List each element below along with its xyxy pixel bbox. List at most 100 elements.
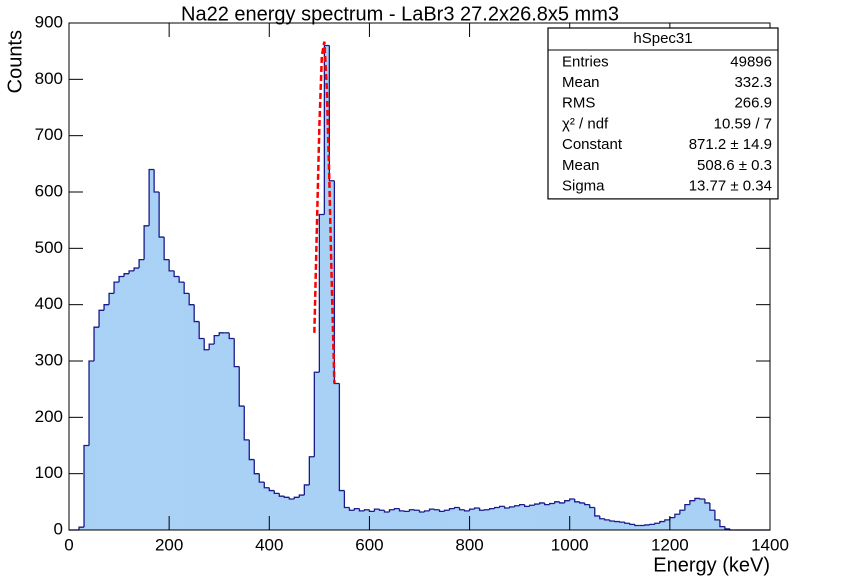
histogram-bar bbox=[359, 510, 365, 530]
histogram-bar-edge bbox=[634, 524, 640, 527]
histogram-bar bbox=[184, 293, 190, 530]
histogram-bar-edge bbox=[554, 501, 560, 504]
histogram-bar-edge bbox=[724, 526, 730, 530]
histogram-bar-edge bbox=[564, 500, 570, 503]
histogram-bar-edge bbox=[353, 507, 360, 511]
histogram-bar bbox=[334, 383, 340, 530]
histogram-bar bbox=[474, 508, 480, 530]
stats-value: 508.6 ± 0.3 bbox=[697, 157, 772, 174]
histogram-bar-edge bbox=[483, 509, 490, 511]
histogram-bar-edge bbox=[313, 371, 320, 457]
histogram-bar bbox=[499, 506, 505, 530]
histogram-bar bbox=[699, 499, 706, 530]
histogram-bar bbox=[409, 509, 415, 530]
histogram-bar bbox=[344, 507, 350, 530]
histogram-bar bbox=[294, 497, 300, 530]
histogram-bar-edge bbox=[183, 282, 190, 295]
histogram-bar-edge bbox=[463, 509, 470, 512]
histogram-bar-edge bbox=[428, 508, 435, 511]
histogram-bar-edge bbox=[293, 496, 300, 500]
histogram-bar bbox=[594, 515, 601, 530]
histogram-bar-edge bbox=[659, 520, 665, 524]
histogram-bar-edge bbox=[559, 501, 565, 504]
histogram-bar-edge bbox=[549, 502, 555, 505]
histogram-bar bbox=[614, 521, 621, 530]
histogram-bar-edge bbox=[173, 270, 180, 278]
histogram-bar-edge bbox=[458, 507, 465, 511]
histogram-bar bbox=[654, 523, 661, 530]
histogram-bar-edge bbox=[704, 499, 710, 504]
histogram-bar bbox=[189, 304, 195, 530]
histogram-bar bbox=[559, 502, 566, 530]
histogram-bar bbox=[439, 511, 445, 530]
histogram-bar-edge bbox=[368, 509, 375, 513]
histogram-bar bbox=[139, 259, 145, 530]
histogram-bar-edge bbox=[283, 496, 290, 498]
histogram-bar bbox=[454, 507, 460, 530]
histogram-bar-edge bbox=[193, 304, 200, 323]
histogram-bar bbox=[514, 505, 520, 530]
histogram-bar bbox=[599, 518, 606, 530]
stats-label: Mean bbox=[562, 74, 600, 91]
histogram-bar-edge bbox=[373, 508, 380, 512]
histogram-bar-edge bbox=[619, 521, 625, 523]
histogram-bar-edge bbox=[148, 168, 155, 226]
histogram-bar-edge bbox=[163, 237, 170, 261]
histogram-bar bbox=[504, 508, 510, 530]
histogram-bar bbox=[434, 509, 440, 530]
histogram-bar-edge bbox=[118, 275, 125, 283]
histogram-bar bbox=[259, 482, 265, 530]
histogram-bar bbox=[384, 511, 390, 530]
histogram-bar bbox=[354, 508, 360, 530]
y-tick-label: 700 bbox=[35, 125, 63, 144]
histogram-bar-edge bbox=[78, 526, 85, 530]
histogram-bar bbox=[429, 509, 435, 530]
histogram-bar bbox=[424, 510, 430, 530]
histogram-bar bbox=[644, 524, 651, 530]
fit-curve bbox=[313, 41, 336, 384]
stats-label: χ² / ndf bbox=[562, 115, 609, 132]
histogram-bar bbox=[524, 506, 530, 530]
x-tick-label: 1200 bbox=[651, 535, 689, 554]
histogram-bar bbox=[269, 490, 275, 530]
stats-label: Mean bbox=[562, 157, 600, 174]
histogram-bar-edge bbox=[348, 507, 355, 511]
histogram-bar-edge bbox=[378, 509, 385, 511]
x-axis-label: Energy (keV) bbox=[653, 554, 770, 576]
histogram-bar-edge bbox=[143, 225, 150, 260]
histogram-bar-edge bbox=[188, 293, 195, 306]
histogram-bar bbox=[444, 510, 450, 530]
histogram-bar-edge bbox=[584, 502, 590, 506]
histogram-bar-edge bbox=[418, 510, 425, 513]
histogram-bar-edge bbox=[443, 509, 450, 512]
histogram-bar-edge bbox=[233, 338, 240, 368]
histogram-bar-edge bbox=[423, 510, 430, 512]
histogram-bar bbox=[549, 503, 555, 530]
histogram-bar-edge bbox=[529, 504, 535, 507]
histogram-bar-edge bbox=[614, 520, 620, 523]
histogram-bar bbox=[149, 169, 155, 530]
histogram-bar-edge bbox=[98, 309, 105, 328]
histogram-bar-edge bbox=[719, 519, 725, 528]
histogram-bar-edge bbox=[498, 505, 505, 508]
histogram-bar bbox=[104, 304, 110, 530]
histogram-bar-edge bbox=[303, 484, 310, 496]
histogram-bar bbox=[704, 502, 711, 530]
x-tick-label: 800 bbox=[455, 535, 483, 554]
histogram-bar-edge bbox=[198, 321, 205, 340]
histogram-bar-edge bbox=[103, 304, 110, 311]
histogram-bar-edge bbox=[539, 502, 545, 505]
stats-value: 871.2 ± 14.9 bbox=[689, 136, 772, 153]
histogram-bar-edge bbox=[534, 503, 540, 506]
histogram-bar bbox=[484, 509, 490, 530]
histogram-bar-edge bbox=[508, 506, 515, 509]
histogram-bar-edge bbox=[408, 509, 415, 512]
histogram-bar bbox=[244, 439, 250, 530]
histogram-bar bbox=[489, 508, 495, 530]
histogram-bar bbox=[219, 332, 225, 530]
histogram-bar bbox=[464, 510, 470, 530]
histogram-bar-edge bbox=[478, 508, 485, 511]
histogram-bar bbox=[664, 519, 671, 530]
histogram-bar bbox=[509, 506, 515, 530]
histogram-bar-edge bbox=[569, 498, 575, 501]
